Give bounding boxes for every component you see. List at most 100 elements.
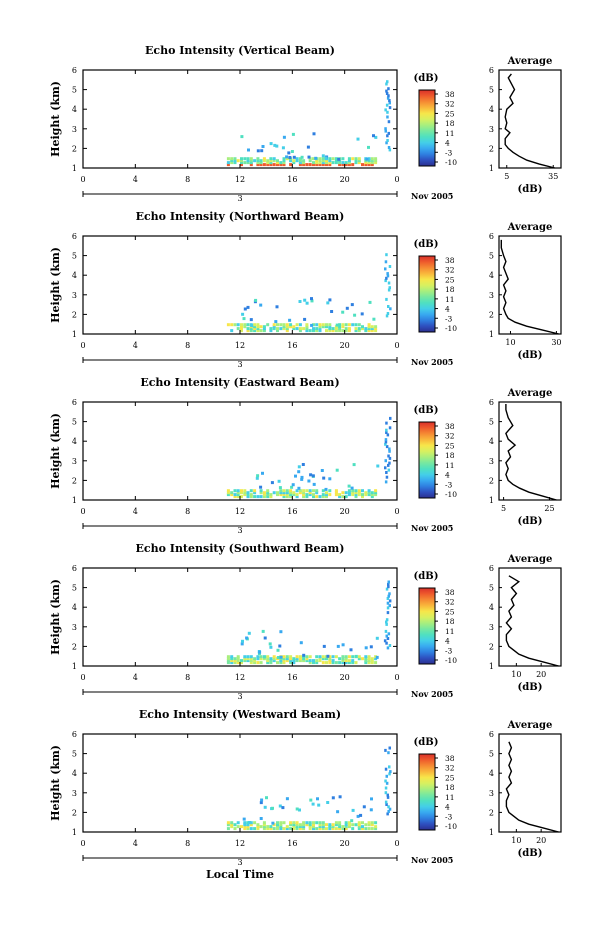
heatmap-cell [226, 827, 230, 831]
heatmap-cell [266, 495, 270, 499]
heatmap-cell [350, 486, 354, 490]
heatmap-cell [230, 825, 234, 829]
heatmap-cell [230, 329, 234, 333]
heatmap-cell [312, 323, 315, 327]
heatmap-cell [256, 329, 260, 333]
heatmap-cell [318, 495, 322, 499]
heatmap-cell [295, 323, 299, 327]
heatmap-cell [266, 491, 270, 495]
heatmap-cell [385, 421, 388, 425]
heatmap-cell [240, 161, 243, 165]
heatmap-cell [388, 101, 391, 105]
heatmap-cell [298, 491, 302, 495]
heatmap-cell [268, 642, 272, 646]
heatmap-cell [351, 661, 355, 665]
heatmap-cell [354, 823, 358, 827]
heatmap-cell [256, 325, 260, 329]
heatmap-cell [387, 305, 390, 308]
heatmap-cell [370, 325, 374, 329]
heatmap-cell [374, 661, 378, 665]
heatmap-cell [388, 426, 392, 430]
y-tick-label: 1 [72, 496, 77, 505]
y-tick-label: 5 [72, 252, 77, 261]
colorbar-tick-label: 25 [445, 607, 455, 616]
average-xlabel: (dB) [518, 848, 543, 859]
heatmap-cell [344, 163, 348, 167]
heatmap-cell [298, 323, 302, 327]
heatmap-cell [331, 659, 335, 663]
heatmap-cell [384, 279, 387, 283]
heatmap-cell [289, 325, 293, 329]
heatmap-cell [250, 324, 254, 328]
heatmap-cell [312, 132, 316, 136]
heatmap-cell [364, 329, 368, 333]
date-suffix: Nov 2005 [411, 191, 453, 201]
heatmap-cell [325, 325, 328, 329]
heatmap-cell [387, 120, 391, 124]
heatmap-cell [312, 327, 315, 331]
heatmap-cell [282, 493, 286, 497]
heatmap-cell [387, 454, 390, 458]
heatmap-cell [370, 163, 374, 167]
heatmap-cell [326, 301, 330, 305]
heatmap-cell [308, 493, 312, 497]
heatmap-cell [385, 774, 388, 778]
heatmap-cell [321, 489, 325, 493]
y-axis-label: Height (km) [49, 413, 62, 489]
heatmap-cell [275, 305, 279, 309]
heatmap-cell [384, 127, 387, 131]
heatmap-cell [241, 312, 245, 316]
heatmap-cell [305, 823, 309, 827]
average-xlabel: (dB) [518, 516, 543, 527]
colorbar-tick-label: 25 [445, 275, 455, 284]
heatmap-cell [357, 491, 361, 495]
heatmap-cell [338, 163, 342, 167]
heatmap-cell [266, 655, 270, 659]
heatmap-cell [282, 657, 286, 661]
y-tick-label: 2 [72, 808, 77, 817]
average-title: Average [507, 720, 553, 731]
date-suffix: Nov 2005 [411, 523, 453, 533]
heatmap-cell [315, 495, 319, 499]
heatmap-cell [386, 134, 389, 138]
heatmap-cell [285, 825, 289, 829]
heatmap-cell [351, 655, 355, 659]
heatmap-cell [279, 823, 283, 827]
heatmap-cell [384, 480, 388, 484]
x-tick-label: 0 [80, 673, 85, 682]
x-tick-label: 16 [287, 839, 297, 848]
heatmap-cell [347, 489, 351, 493]
average-profile-line [505, 404, 557, 501]
heatmap-cell [276, 323, 279, 327]
heatmap-cell [282, 489, 286, 493]
heatmap-cell [281, 146, 285, 150]
plot-frame [82, 733, 398, 833]
heatmap-cell [361, 163, 364, 167]
heatmap-cell [298, 300, 302, 303]
heatmap-cell [236, 323, 240, 327]
heatmap-cell [328, 298, 332, 302]
heatmap-cell [338, 661, 342, 665]
heatmap-cell [278, 486, 282, 490]
heatmap-cell [374, 825, 378, 829]
heatmap-cell [330, 310, 334, 313]
heatmap-cell [389, 416, 392, 420]
x-tick-label: 0 [80, 341, 85, 350]
heatmap-cell [272, 159, 276, 163]
x-tick-label: 4 [133, 839, 138, 848]
heatmap-cell [288, 318, 292, 322]
colorbar-tick-label: 38 [445, 90, 455, 99]
heatmap-cell [226, 657, 230, 661]
heatmap-cell [374, 135, 378, 139]
heatmap-cell [386, 80, 389, 84]
heatmap-cell [321, 323, 325, 327]
colorbar-tick-label: -3 [445, 812, 453, 821]
heatmap-cell [308, 821, 312, 825]
heatmap-cell [292, 493, 296, 497]
heatmap-cell [388, 746, 391, 750]
heatmap-cell [307, 155, 311, 159]
average-y-tick-label: 2 [489, 808, 494, 817]
heatmap-cell [344, 827, 348, 831]
heatmap-cell [285, 157, 289, 161]
colorbar-tick-label: 4 [445, 637, 450, 646]
